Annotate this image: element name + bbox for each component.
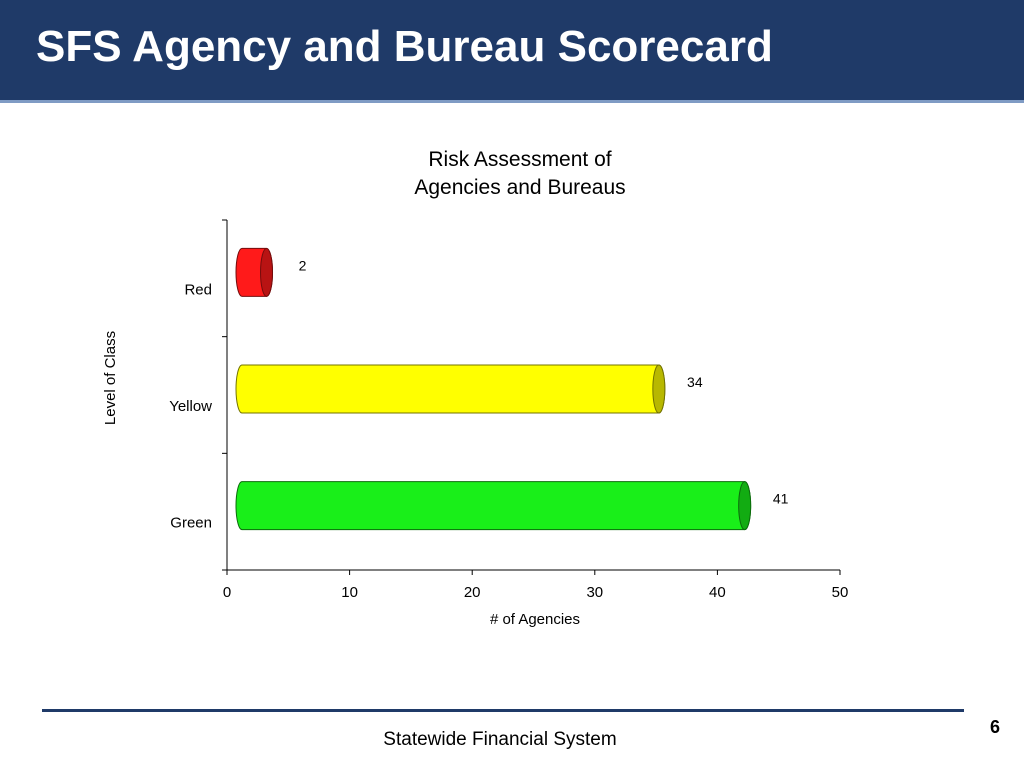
chart-title-line: Agencies and Bureaus	[414, 176, 625, 199]
footer-rule	[42, 709, 964, 712]
footer-text: Statewide Financial System	[383, 729, 617, 750]
y-axis-title: Level of Class	[102, 331, 119, 425]
x-tick-label: 20	[464, 584, 481, 601]
y-category-label: Red	[184, 281, 212, 298]
slide-header: SFS Agency and Bureau Scorecard	[0, 0, 1024, 103]
x-tick-label: 50	[832, 584, 849, 601]
data-label: 34	[687, 374, 703, 390]
chart-title-line: Risk Assessment of	[428, 148, 611, 171]
x-tick-label: 0	[223, 584, 231, 601]
page-number: 6	[989, 717, 1000, 737]
data-label: 41	[773, 491, 789, 507]
y-category-label: Green	[170, 515, 212, 532]
bar-cap-red	[260, 247, 274, 297]
x-tick-label: 40	[709, 584, 726, 601]
slide-title: SFS Agency and Bureau Scorecard	[36, 22, 773, 71]
chart-plot-area: Risk Assessment of Agencies and Bureaus 0 1…	[102, 148, 848, 628]
bar-cap-green	[738, 481, 752, 531]
bar-green	[235, 481, 752, 531]
x-tick-label: 30	[586, 584, 603, 601]
bar-yellow	[235, 364, 666, 414]
y-category-label: Yellow	[169, 398, 212, 415]
x-tick-label: 10	[341, 584, 358, 601]
data-label: 2	[299, 257, 307, 273]
bar-cap-yellow	[652, 364, 666, 414]
x-axis-title: # of Agencies	[490, 611, 580, 628]
